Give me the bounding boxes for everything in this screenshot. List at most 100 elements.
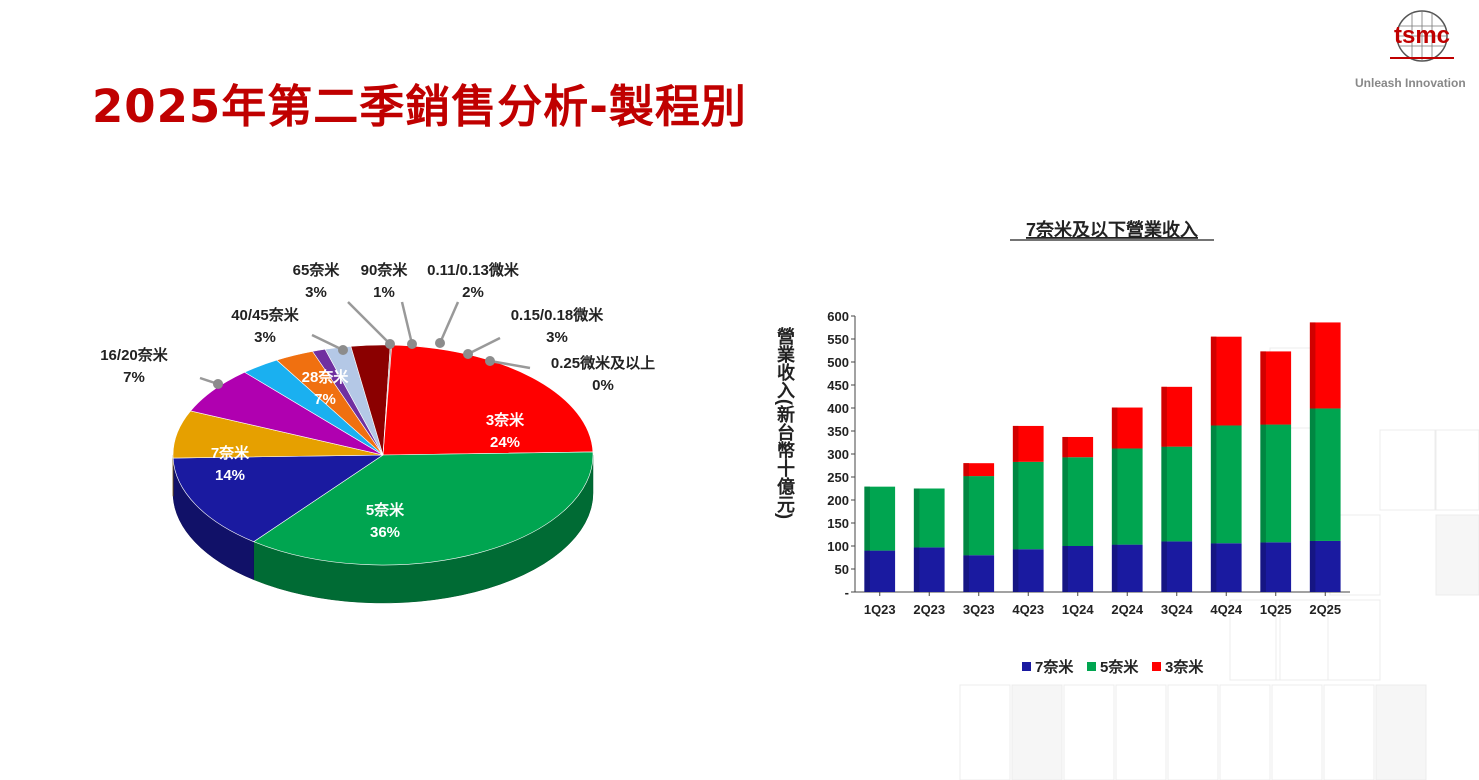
pie-slice-0 [382,344,594,456]
legend-label-2: 3奈米 [1165,658,1204,676]
bar-y-axis-label: 營業收入(新台幣十億元) [775,326,796,519]
bar-shade-7-1 [1210,425,1217,544]
y-tick-label-9: 450 [827,378,849,393]
pie-label-value-3: 7% [123,369,145,386]
y-tick-label-3: 150 [827,516,849,531]
x-tick-label-3: 4Q23 [1012,602,1044,617]
tagline: Unleash Innovation [1355,76,1466,90]
bar-legend: 7奈米 5奈米 3奈米 [1022,658,1204,676]
pie-slice-2 [172,454,385,543]
pie-label-value-10: 0% [592,377,614,394]
page-title: 2025年第二季銷售分析-製程別 [92,80,747,133]
y-tick-label-4: 200 [827,493,849,508]
legend-swatch-2 [1152,662,1161,671]
y-tick-label-10: 500 [827,355,849,370]
bar-3奈米-1Q24 [1062,436,1094,458]
x-tick-label-9: 2Q25 [1309,602,1341,617]
svg-text:tsmc: tsmc [1394,22,1450,49]
pie-leader-dot-8 [435,338,445,348]
bar-shade-2-2 [963,463,969,477]
bar-shade-9-2 [1309,322,1316,409]
x-tick-label-5: 2Q24 [1111,602,1144,617]
pie-labels: 3奈米 24% 5奈米 36% 7奈米 14% 16/20奈米 7% 28奈米 7% 40/45奈米… [100,261,655,541]
bar-shade-4-1 [1062,457,1068,546]
bar-shade-0-1 [864,486,870,551]
bar-shade-8-2 [1260,351,1266,425]
bar-y-ticks: - 50 100 150 200 250 300 350 400 450 500 550 600 [827,309,855,600]
x-tick-label-7: 4Q24 [1210,602,1243,617]
bar-chart-title: 7奈米及以下營業收入 [1026,219,1198,240]
pie-label-value-7: 1% [373,284,395,301]
pie-leader-9 [467,336,501,356]
bar-shade-3-2 [1012,425,1019,462]
bar-shade-8-0 [1260,542,1266,592]
pie-label-name-4: 28奈米 [302,368,350,386]
pie-leader-dot-3 [213,379,223,389]
background-tiles [959,347,1479,780]
pie-leader-dot-10 [485,356,495,366]
y-tick-label-12: 600 [827,309,849,324]
x-tick-label-8: 1Q25 [1260,602,1292,617]
pie-label-name-2: 7奈米 [211,444,250,462]
pie-label-value-2: 14% [215,467,245,484]
bar-marks: 1Q23 2Q23 3Q23 4Q23 1Q24 2Q24 3Q24 4Q24 1Q25 2Q25 [864,322,1341,617]
y-tick-label-7: 350 [827,424,849,439]
pie-leader-8 [438,301,460,344]
pie-label-value-0: 24% [490,434,520,451]
bar-shade-6-1 [1161,446,1167,542]
bar-shade-3-0 [1012,549,1019,592]
bar-shade-4-2 [1062,436,1068,458]
pie-label-value-9: 3% [546,329,568,346]
pie-label-name-0: 3奈米 [486,411,525,429]
pie-leader-10 [489,359,531,370]
y-tick-label-5: 250 [827,470,849,485]
bar-shade-1-1 [913,488,920,548]
legend-label-0: 7奈米 [1035,658,1074,676]
pie-leader-dot-6 [385,339,395,349]
pie-leader-6 [347,301,391,345]
y-tick-label-11: 550 [827,332,849,347]
bar-shade-5-0 [1111,544,1118,592]
pie-label-name-1: 5奈米 [366,501,405,519]
pie-label-value-4: 7% [314,391,336,408]
bar-shade-3-1 [1012,461,1019,550]
x-tick-label-4: 1Q24 [1062,602,1095,617]
pie-leader-5 [311,333,344,352]
pie-label-value-5: 3% [254,329,276,346]
bar-shade-9-1 [1309,408,1316,541]
pie-label-name-5: 40/45奈米 [231,306,300,324]
bar-3奈米-3Q23 [963,463,995,477]
bar-shade-4-0 [1062,546,1068,592]
bar-shade-7-0 [1210,543,1217,592]
bar-shade-2-0 [963,555,969,592]
y-tick-label-8: 400 [827,401,849,416]
pie-leader-dot-5 [338,345,348,355]
pie-label-value-1: 36% [370,524,400,541]
y-tick-label-6: 300 [827,447,849,462]
tsmc-logo: tsmc [1360,6,1476,96]
bar-shade-9-0 [1309,540,1316,592]
pie-label-name-7: 90奈米 [361,261,409,279]
pie-label-value-8: 2% [462,284,484,301]
pie-label-name-8: 0.11/0.13微米 [427,261,520,279]
pie-label-name-10: 0.25微米及以上 [551,354,655,372]
bar-shade-0-0 [864,550,870,592]
x-tick-label-2: 3Q23 [963,602,995,617]
pie-leader-dot-9 [463,349,473,359]
pie-label-value-6: 3% [305,284,327,301]
pie-top [172,344,594,566]
bar-shade-2-1 [963,476,969,556]
pie-leader-dot-7 [407,339,417,349]
pie-slice-1 [253,451,594,566]
x-tick-label-6: 3Q24 [1161,602,1194,617]
legend-label-1: 5奈米 [1100,658,1139,676]
y-tick-label-2: 100 [827,539,849,554]
bar-shade-8-1 [1260,424,1266,543]
y-tick-label-1: 50 [835,562,849,577]
bar-shade-7-2 [1210,336,1217,426]
x-tick-label-1: 2Q23 [913,602,945,617]
process-pie-chart: 3奈米 24% 5奈米 36% 7奈米 14% 16/20奈米 7% 28奈米 7% 40/45奈米… [100,261,655,604]
bar-shade-1-0 [913,547,920,592]
pie-leader-7 [400,301,414,345]
